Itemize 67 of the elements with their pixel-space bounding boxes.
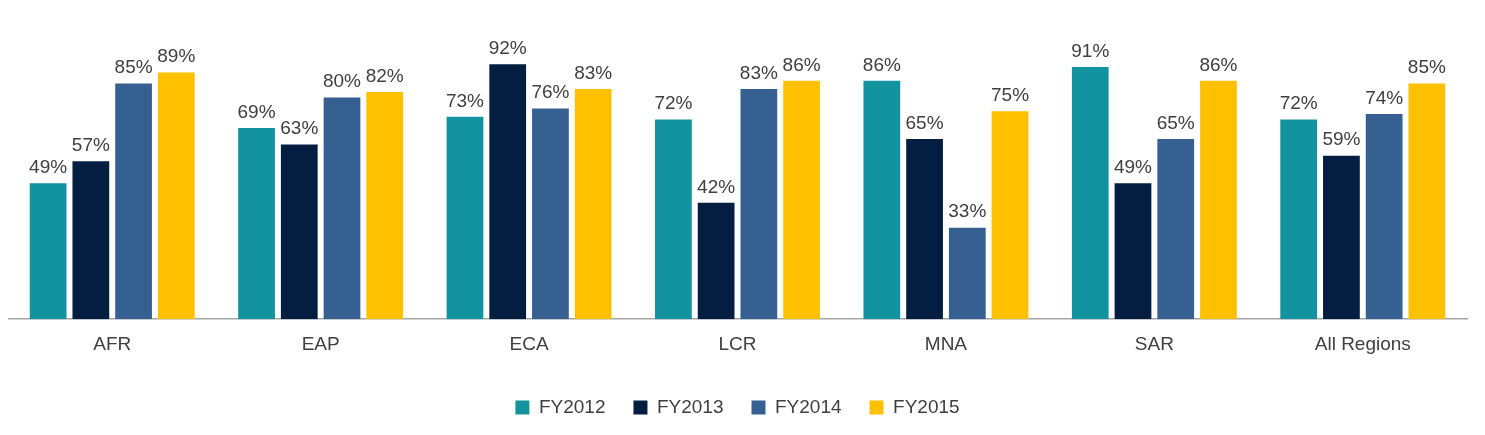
bar <box>72 161 110 320</box>
x-tick-label: LCR <box>718 332 757 354</box>
bar <box>655 119 692 320</box>
bar <box>29 183 67 320</box>
bar <box>783 80 820 320</box>
data-label: 59% <box>1322 128 1361 150</box>
legend-label: FY2015 <box>893 395 960 417</box>
data-label: 42% <box>697 175 736 197</box>
bar <box>366 91 404 320</box>
bar <box>1114 183 1152 320</box>
data-label: 74% <box>1365 86 1404 108</box>
bar <box>157 72 195 320</box>
bar <box>1071 66 1109 320</box>
x-tick-label: MNA <box>924 332 968 354</box>
bar <box>574 89 612 320</box>
bar <box>906 139 943 320</box>
data-label: 75% <box>991 84 1030 106</box>
data-label: 86% <box>1199 53 1238 75</box>
bar <box>697 202 735 320</box>
bar <box>863 80 901 320</box>
bar <box>1280 119 1318 320</box>
bar <box>238 127 275 320</box>
data-label: 57% <box>71 133 110 155</box>
data-label: 49% <box>29 156 68 178</box>
bar <box>1323 155 1360 320</box>
data-label: 76% <box>531 81 570 103</box>
data-label: 33% <box>948 200 987 222</box>
data-label: 83% <box>574 61 613 83</box>
bar <box>489 64 527 320</box>
x-tick-label: AFR <box>93 332 132 354</box>
data-label: 49% <box>1113 156 1153 178</box>
bar <box>1365 114 1403 320</box>
bar <box>532 108 569 320</box>
data-label: 91% <box>1071 39 1110 61</box>
bar <box>1408 83 1446 320</box>
legend-label: FY2012 <box>538 395 606 417</box>
data-label: 69% <box>237 100 276 122</box>
bar <box>323 97 361 320</box>
data-label: 73% <box>445 89 485 111</box>
data-label: 86% <box>782 53 821 75</box>
bar <box>446 116 484 320</box>
bar <box>740 89 778 320</box>
x-tick-label: ECA <box>509 332 549 354</box>
data-label: 92% <box>488 36 527 58</box>
data-label: 86% <box>862 53 901 75</box>
bar <box>948 227 986 320</box>
x-tick-label: EAP <box>301 332 340 354</box>
data-label: 85% <box>1407 56 1446 78</box>
data-label: 65% <box>905 111 944 133</box>
bar <box>1200 80 1237 320</box>
data-label: 72% <box>654 92 693 114</box>
bar <box>991 111 1029 320</box>
data-label: 63% <box>280 117 319 139</box>
bar <box>280 144 318 320</box>
data-label: 85% <box>114 56 153 78</box>
data-label: 82% <box>365 64 404 86</box>
data-label: 83% <box>739 61 778 83</box>
data-label: 72% <box>1279 92 1318 114</box>
x-tick-label: SAR <box>1134 332 1174 354</box>
data-label: 65% <box>1156 111 1195 133</box>
x-tick-label: All Regions <box>1314 332 1411 354</box>
legend-label: FY2014 <box>775 395 842 417</box>
data-label: 89% <box>157 45 196 67</box>
legend-label: FY2013 <box>656 395 724 417</box>
bar <box>1157 139 1195 320</box>
data-label: 80% <box>322 70 362 92</box>
bar <box>115 83 152 320</box>
